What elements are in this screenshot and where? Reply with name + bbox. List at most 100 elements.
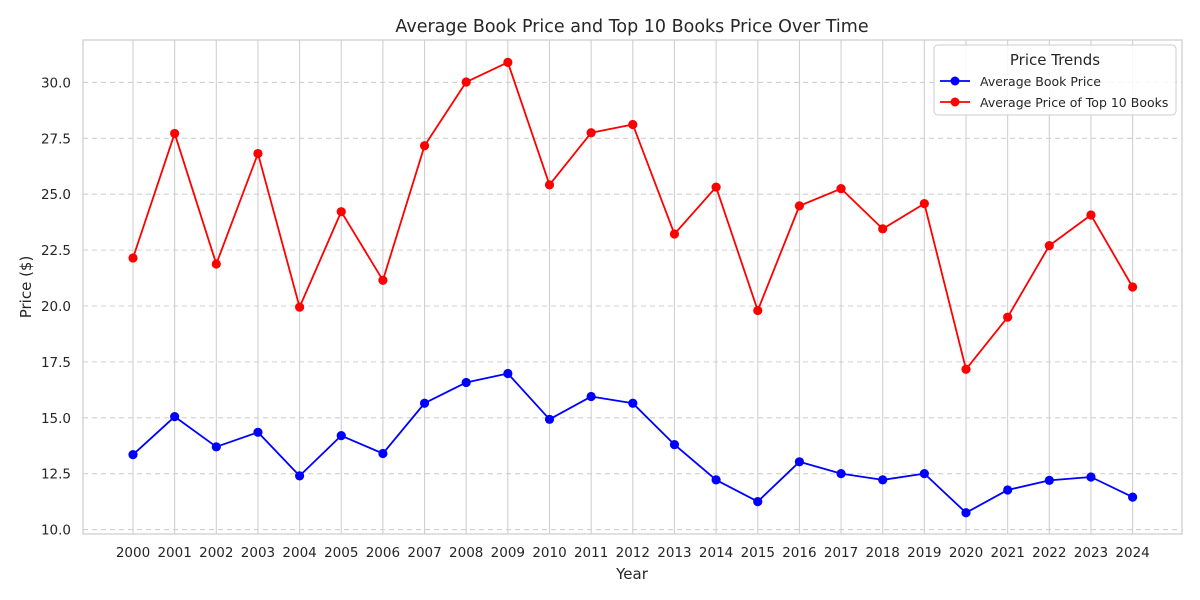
x-tick-label: 2024 <box>1115 545 1149 561</box>
y-tick-label: 10.0 <box>41 523 71 539</box>
data-point-average-book-price <box>586 391 596 402</box>
data-point-average-price-of-top-10-books <box>336 207 346 217</box>
data-point-average-book-price <box>503 368 513 379</box>
data-point-average-book-price <box>1128 492 1138 502</box>
x-tick-label: 2019 <box>907 545 941 561</box>
data-point-average-book-price <box>295 471 305 481</box>
y-tick-label: 30.0 <box>41 75 71 91</box>
x-tick-label: 2017 <box>824 545 858 561</box>
data-point-average-book-price <box>1003 485 1013 495</box>
data-point-average-price-of-top-10-books <box>544 180 555 190</box>
x-axis-title: Year <box>615 565 649 583</box>
x-tick-label: 2022 <box>1032 545 1066 561</box>
data-point-average-price-of-top-10-books <box>461 77 471 87</box>
x-tick-label: 2002 <box>199 545 233 561</box>
x-tick-label: 2006 <box>366 545 400 561</box>
legend-label-average-book-price: Average Book Price <box>980 74 1101 89</box>
data-point-average-book-price <box>253 427 263 437</box>
data-point-average-price-of-top-10-books <box>961 364 971 374</box>
series-lines <box>128 57 1138 518</box>
data-point-average-price-of-top-10-books <box>253 148 263 159</box>
x-tick-label: 2007 <box>407 545 441 561</box>
y-tick-label: 12.5 <box>41 467 71 483</box>
data-point-average-book-price <box>836 469 846 479</box>
x-tick-label: 2004 <box>282 545 316 561</box>
data-point-average-book-price <box>961 508 971 518</box>
data-point-average-book-price <box>378 448 388 459</box>
legend-label-top-10-books: Average Price of Top 10 Books <box>980 95 1168 110</box>
data-point-average-price-of-top-10-books <box>628 119 638 130</box>
tick-labels: 2000 2001 2002 2003 2004 2005 2006 2007 2008 2009… <box>41 75 1150 561</box>
legend-box <box>933 44 1177 116</box>
x-tick-label: 2008 <box>449 545 483 561</box>
data-point-average-price-of-top-10-books <box>1086 210 1096 220</box>
legend-marker-average-book-price <box>950 76 960 86</box>
grid-lines <box>83 40 1182 534</box>
data-point-average-price-of-top-10-books <box>503 57 513 67</box>
data-point-average-price-of-top-10-books <box>128 253 138 263</box>
plot-frame <box>82 39 1183 535</box>
x-tick-label: 2015 <box>741 545 775 561</box>
x-tick-label: 2021 <box>990 545 1024 561</box>
data-point-average-book-price <box>1086 472 1096 482</box>
data-point-average-price-of-top-10-books <box>211 259 221 269</box>
legend-marker-top-10-books <box>950 97 960 107</box>
data-point-average-price-of-top-10-books <box>170 128 180 139</box>
x-tick-label: 2003 <box>241 545 275 561</box>
y-tick-label: 25.0 <box>41 187 71 203</box>
data-point-average-price-of-top-10-books <box>295 302 305 312</box>
plot-border <box>82 39 1183 535</box>
data-point-average-book-price <box>544 414 555 424</box>
x-tick-label: 2020 <box>949 545 983 561</box>
data-point-average-book-price <box>419 398 430 408</box>
data-point-average-price-of-top-10-books <box>794 201 805 211</box>
legend-title: Price Trends <box>1010 51 1100 69</box>
data-point-average-book-price <box>878 475 888 485</box>
x-tick-label: 2005 <box>324 545 358 561</box>
data-point-average-price-of-top-10-books <box>753 305 763 316</box>
x-tick-label: 2023 <box>1074 545 1108 561</box>
x-tick-label: 2012 <box>616 545 650 561</box>
data-point-average-price-of-top-10-books <box>1044 241 1054 251</box>
data-point-average-book-price <box>461 377 471 388</box>
x-tick-label: 2016 <box>782 545 816 561</box>
data-point-average-price-of-top-10-books <box>836 184 846 194</box>
y-tick-label: 22.5 <box>41 243 71 259</box>
chart-title: Average Book Price and Top 10 Books Pric… <box>395 17 868 37</box>
data-point-average-book-price <box>919 469 929 479</box>
data-point-average-book-price <box>1044 475 1054 485</box>
x-tick-label: 2011 <box>574 545 608 561</box>
x-tick-label: 2001 <box>157 545 191 561</box>
x-tick-label: 2000 <box>116 545 150 561</box>
legend: Price Trends Average Book Price Average … <box>933 44 1177 116</box>
data-point-average-book-price <box>170 412 180 422</box>
data-point-average-book-price <box>336 431 346 441</box>
data-point-average-price-of-top-10-books <box>919 199 929 209</box>
x-tick-label: 2018 <box>866 545 900 561</box>
data-point-average-book-price <box>753 496 763 507</box>
y-axis-title: Price ($) <box>17 256 35 319</box>
y-tick-label: 27.5 <box>41 131 71 147</box>
y-tick-label: 17.5 <box>41 355 71 371</box>
data-point-average-book-price <box>628 398 638 408</box>
data-point-average-price-of-top-10-books <box>1003 312 1013 322</box>
x-tick-label: 2010 <box>532 545 566 561</box>
data-point-average-price-of-top-10-books <box>711 182 721 192</box>
x-tick-label: 2014 <box>699 545 733 561</box>
data-point-average-book-price <box>711 475 721 485</box>
data-point-average-price-of-top-10-books <box>1128 282 1138 292</box>
data-point-average-price-of-top-10-books <box>419 141 430 151</box>
data-point-average-price-of-top-10-books <box>669 229 680 239</box>
data-point-average-price-of-top-10-books <box>378 275 388 285</box>
x-tick-label: 2013 <box>657 545 691 561</box>
data-point-average-price-of-top-10-books <box>878 224 888 234</box>
data-point-average-book-price <box>794 457 805 467</box>
x-tick-label: 2009 <box>491 545 525 561</box>
data-point-average-book-price <box>128 450 138 460</box>
y-tick-label: 20.0 <box>41 299 71 315</box>
data-point-average-book-price <box>211 442 221 452</box>
y-tick-label: 15.0 <box>41 411 71 427</box>
data-point-average-book-price <box>669 439 680 450</box>
